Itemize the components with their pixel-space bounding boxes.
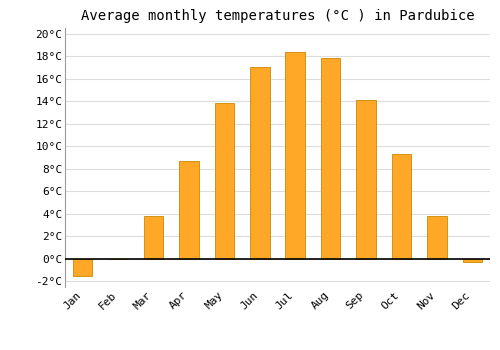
Bar: [321, 58, 340, 259]
Bar: [214, 104, 234, 259]
Title: Average monthly temperatures (°C ) in Pardubice: Average monthly temperatures (°C ) in Pa…: [80, 9, 474, 23]
Bar: [286, 52, 305, 259]
Bar: [144, 216, 164, 259]
Bar: [73, 259, 92, 276]
Bar: [179, 161, 199, 259]
Bar: [250, 68, 270, 259]
Bar: [356, 100, 376, 259]
Bar: [427, 216, 446, 259]
Bar: [392, 154, 411, 259]
Bar: [462, 259, 482, 262]
